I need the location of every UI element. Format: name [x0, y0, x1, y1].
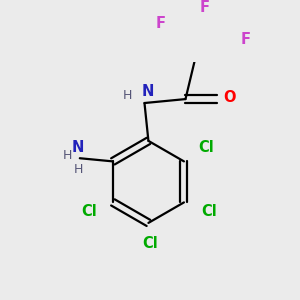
Text: Cl: Cl [201, 204, 217, 219]
Text: N: N [72, 140, 84, 155]
Text: F: F [155, 16, 165, 31]
Text: Cl: Cl [81, 204, 97, 219]
Text: O: O [224, 90, 236, 105]
Text: H: H [74, 163, 83, 176]
Text: H: H [122, 88, 132, 102]
Text: N: N [141, 85, 154, 100]
Text: H: H [62, 148, 72, 162]
Text: F: F [240, 32, 250, 47]
Text: Cl: Cl [142, 236, 158, 251]
Text: Cl: Cl [198, 140, 214, 155]
Text: F: F [200, 0, 209, 15]
